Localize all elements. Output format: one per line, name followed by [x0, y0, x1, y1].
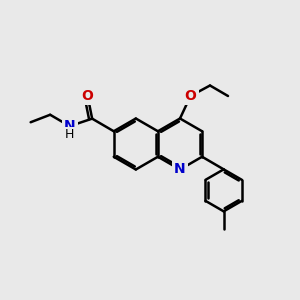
Text: N: N [174, 163, 186, 176]
Text: H: H [65, 128, 74, 141]
Text: O: O [82, 89, 94, 103]
Text: O: O [184, 89, 196, 103]
Text: N: N [64, 119, 76, 133]
